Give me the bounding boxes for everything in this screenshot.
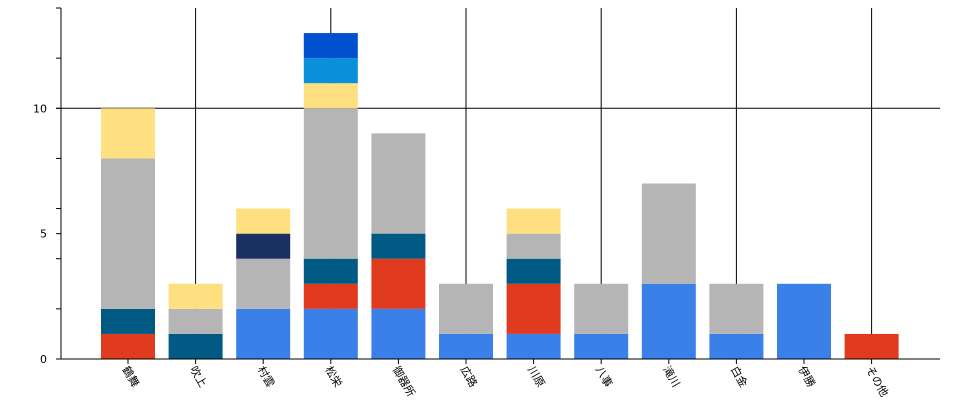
x-tick-label: 村雲 bbox=[255, 364, 278, 390]
x-tick-label: 吹上 bbox=[187, 364, 209, 390]
bar-segment bbox=[236, 208, 291, 234]
bar-segment bbox=[506, 208, 561, 234]
bar-segment bbox=[236, 258, 291, 309]
bar-segment bbox=[844, 333, 899, 359]
bar-segment bbox=[236, 233, 291, 259]
y-tick-label: 5 bbox=[40, 228, 47, 241]
bar-segment bbox=[303, 283, 358, 309]
bar-segment bbox=[101, 333, 155, 359]
bar-segment bbox=[506, 258, 561, 284]
bar-segment bbox=[506, 333, 561, 359]
x-tick-label: 八事 bbox=[593, 364, 615, 390]
bar-segment bbox=[506, 283, 561, 334]
x-tick-label: 滝川 bbox=[660, 364, 682, 390]
bar-segment bbox=[574, 283, 629, 334]
x-tick-label: 鶴舞 bbox=[119, 364, 142, 390]
x-tick-label: 御器所 bbox=[390, 364, 419, 400]
bar-segment bbox=[101, 158, 155, 309]
bar-segment bbox=[303, 83, 358, 109]
bar-segment bbox=[236, 308, 291, 359]
x-tick-label: 白金 bbox=[728, 364, 751, 390]
x-tick-label: 松栄 bbox=[322, 364, 345, 390]
bar-segment bbox=[101, 108, 155, 159]
bar-segment bbox=[641, 283, 696, 359]
bar-segment bbox=[303, 308, 358, 359]
bar-segment bbox=[709, 283, 764, 334]
x-tick-label: その他 bbox=[863, 364, 891, 399]
bar-segment bbox=[506, 233, 561, 259]
bar-segment bbox=[371, 308, 426, 359]
bar-segment bbox=[439, 283, 493, 334]
bar-segment bbox=[303, 58, 358, 84]
bar-segment bbox=[168, 283, 223, 309]
bar-segment bbox=[303, 108, 358, 259]
x-tick-label: 川原 bbox=[525, 364, 547, 390]
x-tick-label: 広路 bbox=[457, 364, 479, 390]
bar-segment bbox=[168, 308, 223, 334]
bar-segment bbox=[303, 258, 358, 284]
bar-segment bbox=[168, 333, 223, 359]
y-tick-label: 0 bbox=[40, 353, 47, 366]
x-tick-label: 伊勝 bbox=[795, 364, 818, 390]
bar-segment bbox=[371, 233, 426, 259]
bar-segment bbox=[101, 308, 155, 334]
bar-segment bbox=[777, 283, 831, 359]
bar-segment bbox=[709, 333, 764, 359]
bar-segment bbox=[371, 258, 426, 309]
bar-segment bbox=[641, 183, 696, 284]
y-tick-label: 10 bbox=[33, 102, 47, 115]
bar-segment bbox=[439, 333, 493, 359]
bar-segment bbox=[574, 333, 629, 359]
bar-segment bbox=[371, 133, 426, 234]
bar-segment bbox=[303, 33, 358, 59]
